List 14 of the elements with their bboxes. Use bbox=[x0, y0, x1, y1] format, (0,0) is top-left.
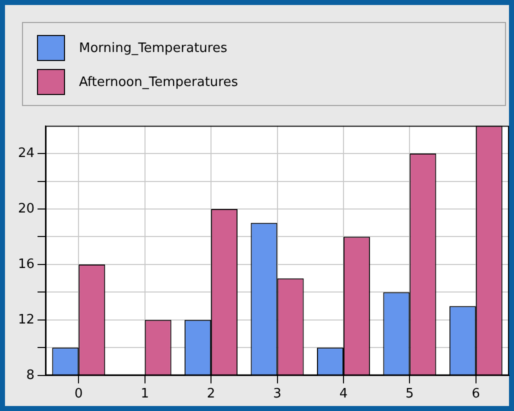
x-tick-label: 4 bbox=[339, 386, 348, 402]
y-tick-label: 8 bbox=[26, 368, 35, 383]
x-tick-label: 2 bbox=[206, 386, 216, 402]
x-tick-label: 3 bbox=[273, 386, 282, 402]
y-tick-label: 16 bbox=[18, 256, 35, 272]
x-tick-label: 1 bbox=[140, 386, 149, 402]
y-tick-label: 20 bbox=[18, 201, 35, 216]
legend-label: Afternoon_Temperatures bbox=[79, 74, 238, 90]
x-tick-label: 0 bbox=[74, 386, 83, 402]
x-tick-label: 6 bbox=[472, 386, 480, 402]
x-tick-label: 5 bbox=[406, 386, 414, 402]
y-tick-label: 12 bbox=[18, 312, 35, 328]
legend-label: Morning_Temperatures bbox=[79, 40, 228, 56]
y-tick-label: 24 bbox=[18, 146, 35, 161]
